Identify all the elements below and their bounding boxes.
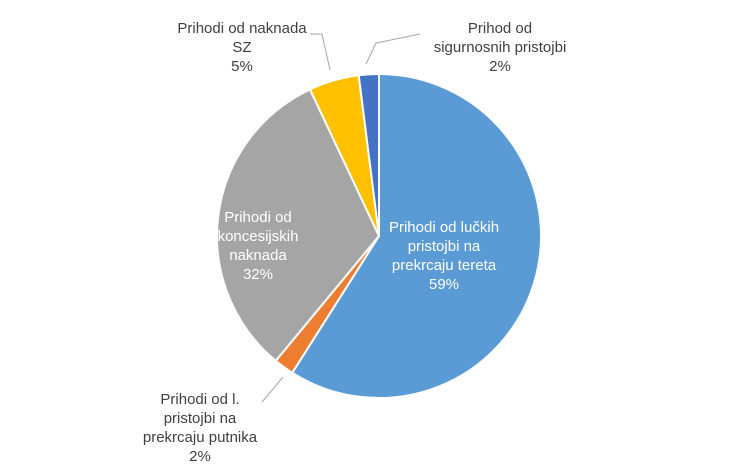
data-label-text: naknada xyxy=(229,247,287,264)
data-label-prihodi-od-luckih-pristojbi-na-prekrcaju-tereta: Prihodi od lučkih pristojbi na prekrcaju t… xyxy=(389,219,499,293)
data-label-text: Prihodi od naknada xyxy=(177,20,307,37)
pie-slice-prihod-od-sigurnosnih-pristojbi xyxy=(357,72,380,237)
data-label-percent: 2% xyxy=(189,448,211,465)
leader-line-prihodi-od-l-pristojbi-na-prekrcaju-putnika xyxy=(261,376,284,403)
data-label-text: pristojbi na xyxy=(408,238,481,255)
labels-layer: Prihodi od lučkih pristojbi na prekrcaju t… xyxy=(143,20,566,465)
pie-slice-prihodi-od-koncesijskih-naknada xyxy=(216,88,381,363)
data-label-text: SZ xyxy=(232,39,251,56)
data-label-text: Prihod od xyxy=(468,20,532,37)
data-label-text: koncesijskih xyxy=(218,228,299,245)
data-label-text: sigurnosnih pristojbi xyxy=(434,39,567,56)
data-label-prihodi-od-naknada-sz: Prihodi od naknada SZ 5% xyxy=(177,20,307,75)
data-label-text: prekrcaju putnika xyxy=(143,429,258,446)
leader-line-prihod-od-sigurnosnih-pristojbi xyxy=(365,33,421,65)
data-label-percent: 5% xyxy=(231,58,253,75)
data-label-percent: 59% xyxy=(429,276,459,293)
data-label-text: Prihodi od xyxy=(224,209,292,226)
data-label-text: Prihodi od l. xyxy=(160,391,239,408)
data-label-text: prekrcaju tereta xyxy=(392,257,497,274)
pie-slice-prihodi-od-luckih-pristojbi-na-prekrcaju-tereta xyxy=(290,72,542,399)
data-label-prihodi-od-koncesijskih-naknada: Prihodi od koncesijskih naknada 32% xyxy=(218,209,299,283)
data-label-percent: 2% xyxy=(489,58,511,75)
data-label-text: Prihodi od lučkih xyxy=(389,219,499,236)
leader-line-prihodi-od-naknada-sz xyxy=(310,33,331,71)
data-label-prihodi-od-l-pristojbi-na-prekrcaju-putnika: Prihodi od l. pristojbi na prekrcaju putni… xyxy=(143,391,258,465)
data-label-text: pristojbi na xyxy=(164,410,237,427)
slices-layer xyxy=(216,72,542,399)
data-label-percent: 32% xyxy=(243,266,273,283)
data-label-prihod-od-sigurnosnih-pristojbi: Prihod od sigurnosnih pristojbi 2% xyxy=(434,20,567,75)
leader-lines-layer xyxy=(261,33,421,403)
